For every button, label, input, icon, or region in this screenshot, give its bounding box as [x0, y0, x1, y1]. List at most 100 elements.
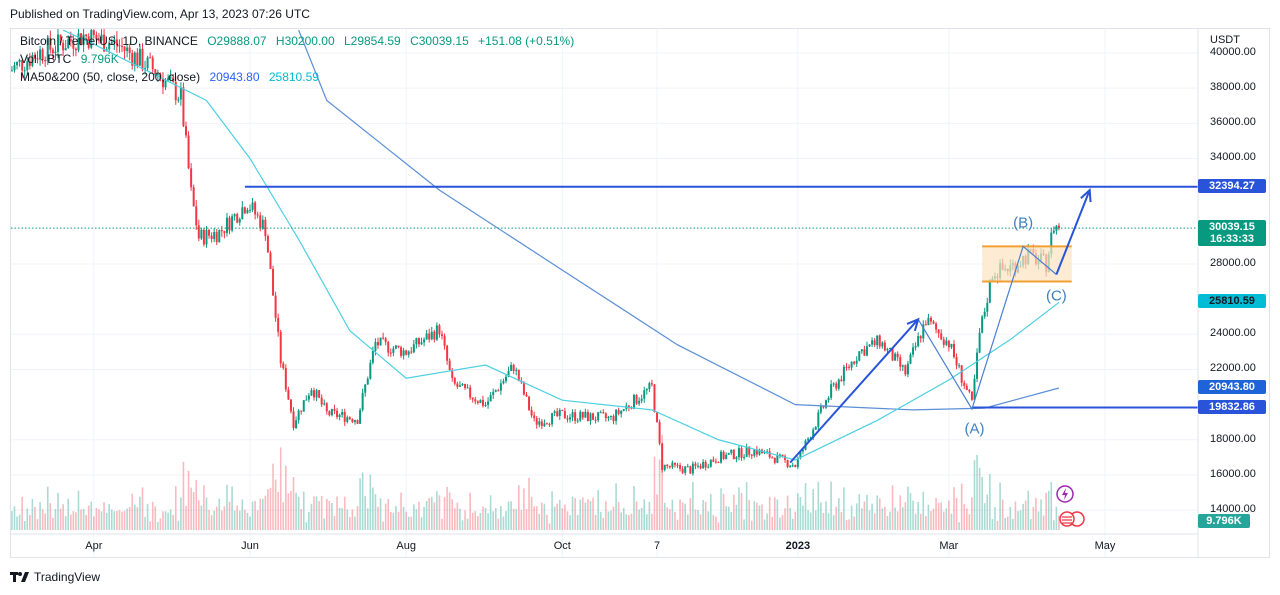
volume-bar — [681, 502, 684, 530]
volume-bar — [9, 520, 11, 530]
volume-bar — [369, 474, 372, 530]
volume-bar — [945, 508, 948, 530]
volume-bar — [405, 511, 407, 530]
ma200-line — [298, 29, 1060, 411]
volume-bar — [366, 508, 369, 530]
volume-bar — [925, 516, 927, 530]
volume-bar — [607, 511, 610, 530]
candle — [318, 390, 321, 398]
volume-bar — [922, 491, 925, 530]
volume-bar — [1001, 499, 1004, 530]
candle — [569, 417, 571, 420]
candle — [64, 48, 67, 51]
volume-bar — [886, 515, 889, 530]
volume-bar — [689, 498, 692, 530]
legend-symbol-row: Bitcoin / TetherUS, 1D, BINANCE O29888.0… — [20, 34, 580, 48]
volume-bar — [305, 522, 308, 530]
volume-bar — [492, 511, 494, 530]
volume-bar — [11, 511, 13, 530]
chart-frame[interactable] — [10, 28, 1270, 558]
candle — [138, 48, 141, 66]
volume-bar — [927, 504, 930, 530]
plot-area — [9, 29, 1198, 557]
candle — [54, 51, 57, 53]
candle — [371, 350, 374, 363]
volume-bar — [599, 511, 602, 530]
candle — [753, 449, 756, 456]
volume-bar — [277, 491, 279, 530]
candle — [330, 408, 333, 416]
candle — [876, 335, 879, 346]
candle — [620, 410, 623, 414]
volume-bar — [351, 509, 354, 530]
us-flag-icon[interactable] — [1059, 511, 1075, 527]
candle — [602, 412, 605, 414]
candle — [67, 39, 70, 49]
tradingview-logo[interactable]: TradingView — [10, 570, 100, 584]
volume-bar — [446, 486, 448, 530]
volume-bar — [341, 508, 343, 530]
candle — [581, 411, 584, 418]
candle — [313, 390, 315, 398]
volume-bar — [935, 498, 937, 530]
volume-bar — [430, 496, 433, 530]
volume-bar — [715, 516, 717, 530]
price-tick: 40000.00 — [1210, 46, 1256, 58]
volume-bar — [991, 519, 994, 530]
candle — [458, 385, 461, 387]
volume-bar — [786, 495, 789, 530]
candle — [730, 449, 733, 454]
candle — [387, 341, 390, 353]
ma-label[interactable]: MA50&200 (50, close, 200, close) — [20, 70, 201, 84]
volume-bar — [791, 518, 794, 530]
volume-bar — [413, 504, 415, 530]
candle — [200, 229, 203, 239]
candle — [909, 354, 912, 364]
candle — [31, 55, 34, 66]
candle — [666, 464, 669, 466]
volume-bar — [515, 509, 518, 530]
event-icons[interactable] — [1055, 485, 1095, 530]
volume-bar — [159, 518, 162, 530]
candle — [49, 37, 52, 50]
volume-bar — [62, 504, 64, 530]
volume-bar — [966, 508, 968, 530]
volume-bar — [912, 500, 914, 530]
volume-bar — [907, 486, 909, 530]
candle — [789, 465, 792, 467]
volume-bar — [720, 488, 722, 530]
change-value: +151.08 (+0.51%) — [478, 34, 575, 48]
volume-bar — [876, 495, 878, 530]
volume-bar — [704, 501, 707, 530]
volume-bar — [676, 519, 679, 530]
candle — [277, 317, 280, 332]
volume-bar — [840, 512, 843, 530]
volume-bar — [566, 511, 569, 530]
volume-bar — [167, 512, 169, 530]
candle — [177, 99, 180, 101]
candle — [249, 209, 251, 211]
candle — [410, 351, 413, 353]
candle — [169, 77, 172, 79]
volume-bar — [95, 507, 98, 530]
volume-bar — [692, 482, 694, 530]
volume-bar — [740, 492, 743, 530]
candle — [978, 332, 981, 353]
candle — [228, 217, 231, 231]
volume-bar — [584, 502, 587, 530]
symbol-name[interactable]: Bitcoin / TetherUS, 1D, BINANCE — [20, 34, 198, 48]
volume-bar — [812, 489, 814, 530]
volume-bar — [441, 518, 443, 530]
candle — [643, 390, 646, 399]
volume-bar — [177, 520, 180, 530]
volume-bar — [407, 516, 410, 530]
volume-bar — [379, 498, 382, 530]
volume-bar — [937, 502, 940, 530]
candle — [579, 411, 582, 421]
candle — [26, 61, 29, 71]
volume-bar — [126, 508, 128, 530]
volume-bar — [1050, 481, 1053, 530]
volume-label[interactable]: Vol · BTC — [20, 52, 72, 66]
candle — [691, 463, 694, 474]
